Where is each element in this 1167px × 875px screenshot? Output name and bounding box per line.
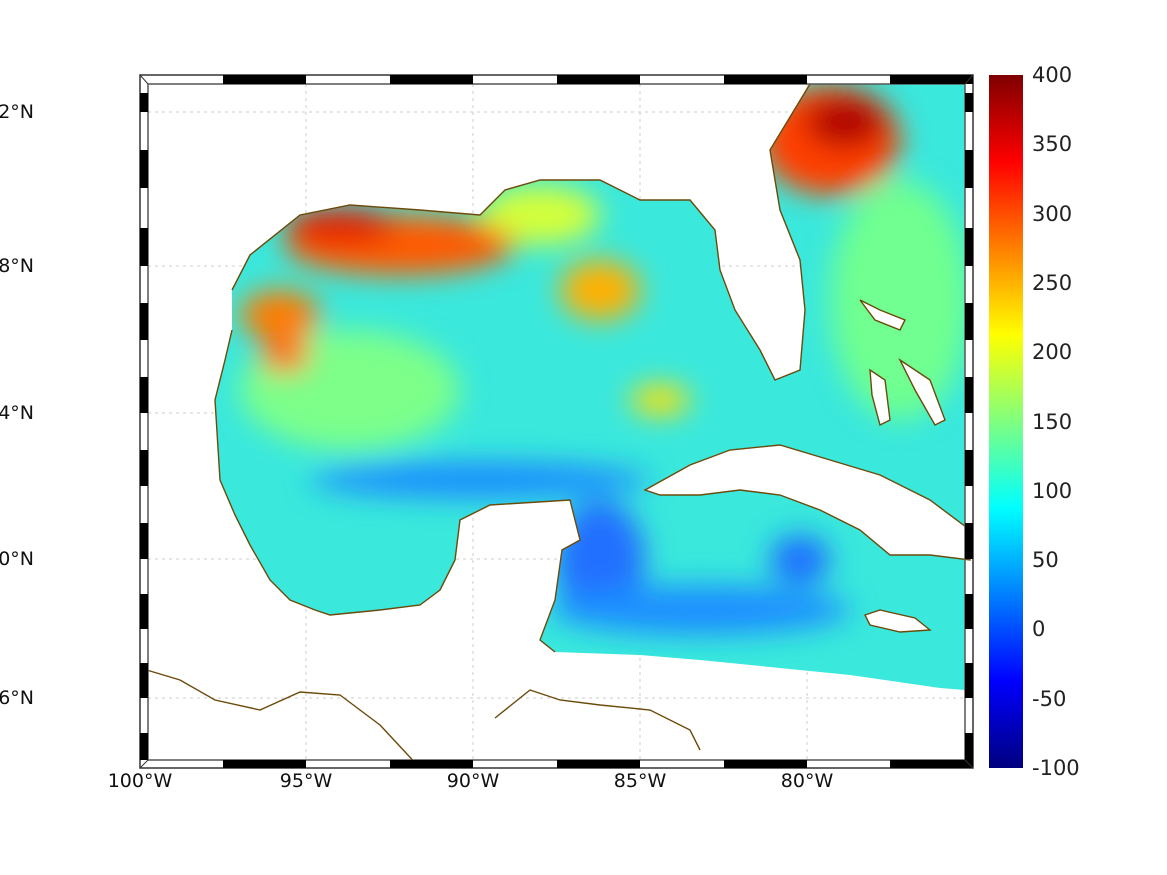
lon-tick-label: 90°W [446,770,500,792]
colorbar-tick-label: 100 [1032,478,1073,503]
colorbar-tick-label: 250 [1032,270,1073,295]
jamaica [864,609,932,633]
lat-tick-label: 32°N [0,101,34,123]
lat-tick-label: 16°N [0,687,34,709]
ocean-outline [214,83,811,653]
coastlines [139,299,971,769]
colorbar [989,75,1023,768]
colorbar-tick-label: -100 [1032,756,1080,780]
lat-tick-label: 20°N [0,548,34,570]
colorbar-tick-label: 300 [1032,201,1073,226]
lon-tick-label: 85°W [613,770,667,792]
central-america-coast [139,667,701,769]
lat-tick-label: 28°N [0,255,34,277]
colorbar-tick-label: 150 [1032,409,1073,434]
colorbar-tick-label: -50 [1032,686,1067,711]
lon-tick-label: 95°W [279,770,333,792]
colorbar-tick-label: 400 [1032,63,1073,87]
colorbar-tick-label: 50 [1032,548,1059,573]
bahamas [859,299,946,427]
map-frame [139,74,974,769]
colorbar-tick-label: 0 [1032,617,1046,642]
cuba [643,444,971,561]
lon-tick-label: 100°W [107,770,173,792]
colorbar-tick-label: 200 [1032,340,1073,365]
lon-tick-label: 80°W [780,770,834,792]
colorbar-tick-label: 350 [1032,132,1073,157]
lat-tick-label: 24°N [0,402,34,424]
heatmap-field [215,84,965,690]
